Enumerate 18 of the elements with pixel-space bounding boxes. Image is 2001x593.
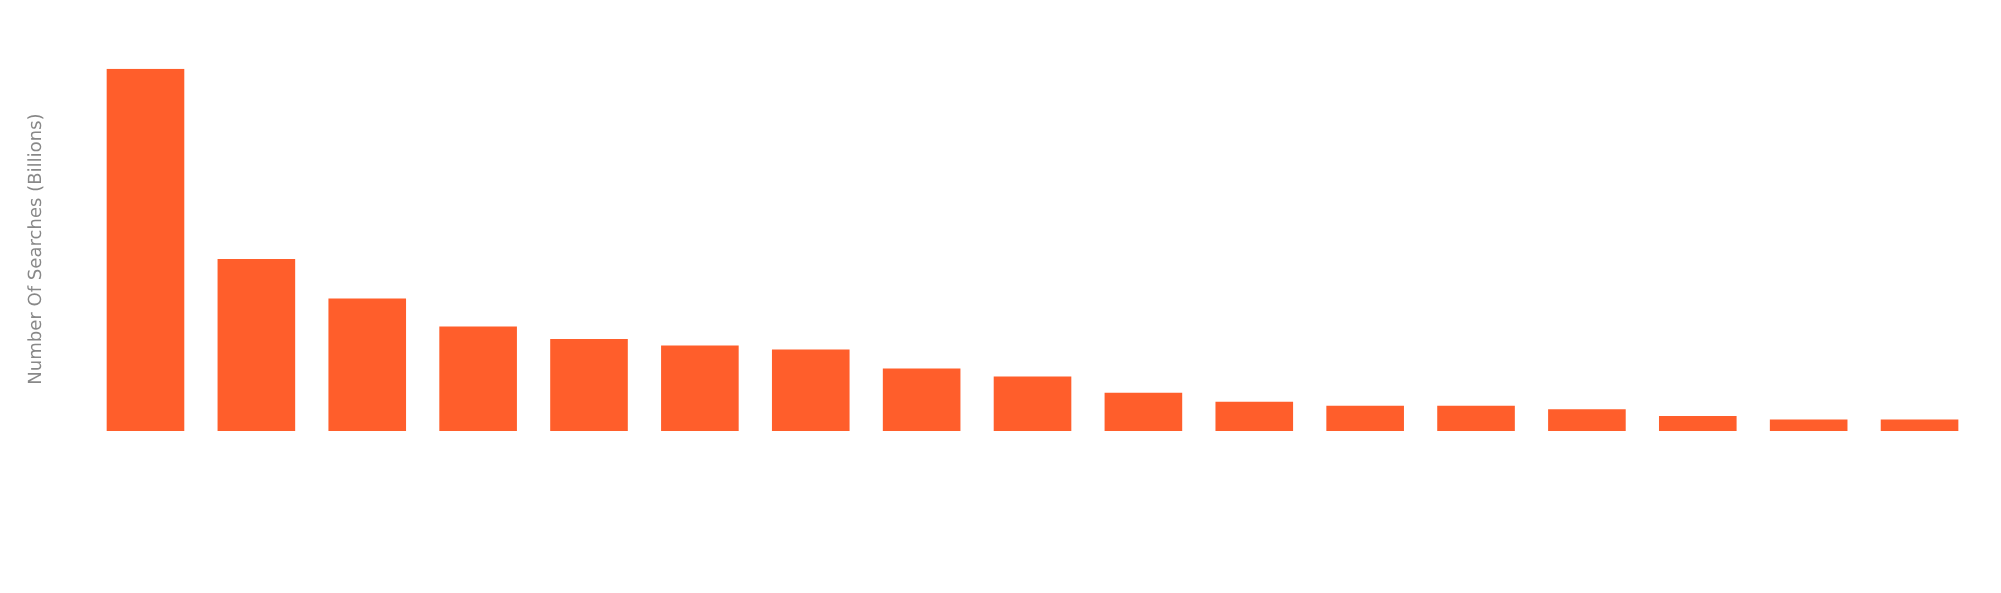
bar bbox=[882, 368, 961, 432]
bar bbox=[661, 345, 739, 432]
bar bbox=[1104, 392, 1183, 432]
bar bbox=[771, 349, 850, 432]
bar bbox=[1326, 405, 1404, 432]
bar bbox=[217, 259, 296, 432]
bar bbox=[1658, 415, 1737, 432]
bar bbox=[550, 339, 628, 432]
bar bbox=[1769, 419, 1848, 432]
bar bbox=[328, 298, 407, 432]
bar bbox=[1437, 405, 1515, 432]
bar bbox=[1215, 401, 1294, 432]
bar bbox=[993, 376, 1072, 432]
bar bbox=[1548, 409, 1626, 432]
bar bbox=[1880, 419, 1959, 432]
y-axis-title: Number Of Searches (Billions) bbox=[27, 114, 44, 383]
bar bbox=[106, 68, 185, 432]
bar bbox=[439, 326, 517, 432]
